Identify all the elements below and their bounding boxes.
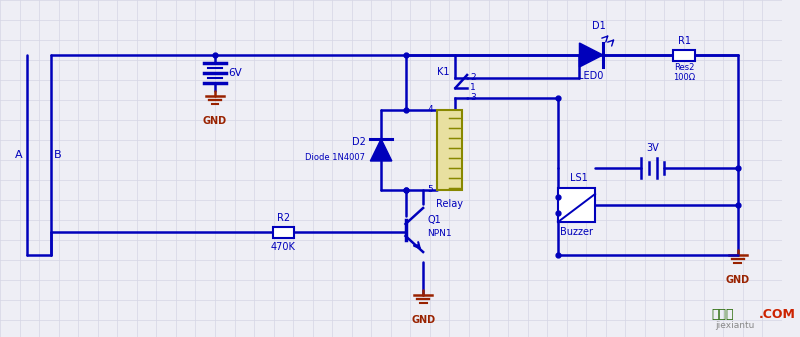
Bar <box>437 110 462 190</box>
Text: 6V: 6V <box>229 68 242 78</box>
Text: 4: 4 <box>427 105 433 115</box>
Text: GND: GND <box>411 315 435 325</box>
Text: D1: D1 <box>592 21 606 31</box>
Text: Diode 1N4007: Diode 1N4007 <box>306 153 366 162</box>
Text: B: B <box>54 150 62 160</box>
Text: Res2
100Ω: Res2 100Ω <box>673 63 695 83</box>
Text: K1: K1 <box>437 67 450 77</box>
Bar <box>674 50 694 61</box>
Text: LS1: LS1 <box>570 173 587 183</box>
Text: LED0: LED0 <box>578 71 604 81</box>
Text: 2: 2 <box>470 73 476 83</box>
Text: Buzzer: Buzzer <box>560 227 593 237</box>
Polygon shape <box>370 139 392 161</box>
Bar <box>558 188 595 222</box>
Text: GND: GND <box>203 116 227 126</box>
Text: NPN1: NPN1 <box>427 228 452 238</box>
Text: D2: D2 <box>351 137 366 147</box>
Bar <box>273 226 294 238</box>
Text: GND: GND <box>726 275 750 285</box>
Text: R2: R2 <box>277 213 290 223</box>
Text: 3: 3 <box>470 93 476 102</box>
Text: A: A <box>15 150 22 160</box>
Text: 1: 1 <box>470 84 476 92</box>
Text: 5: 5 <box>427 185 433 194</box>
Polygon shape <box>579 43 603 67</box>
Text: 470K: 470K <box>271 242 296 252</box>
Text: Q1: Q1 <box>427 215 441 225</box>
Text: .COM: .COM <box>758 308 795 321</box>
Text: 3V: 3V <box>646 143 659 153</box>
Text: R1: R1 <box>678 36 690 46</box>
Text: Relay: Relay <box>436 199 463 209</box>
Text: 接线图: 接线图 <box>711 308 734 321</box>
Text: jiexiantu: jiexiantu <box>715 321 754 331</box>
